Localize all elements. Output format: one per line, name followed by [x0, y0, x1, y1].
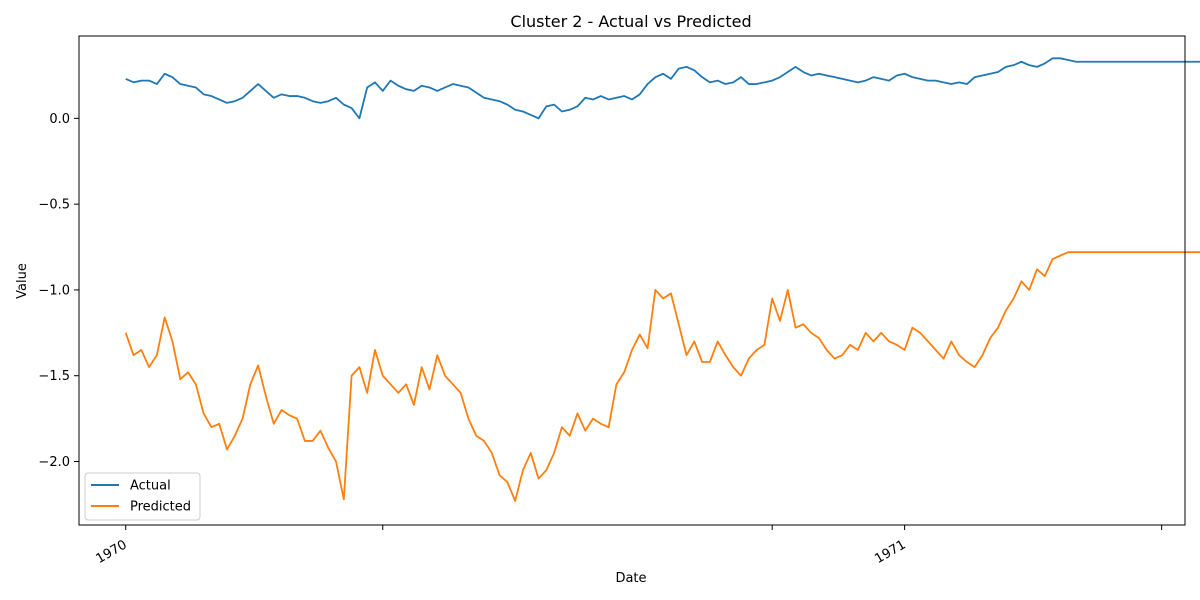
legend-label-predicted: Predicted: [130, 500, 191, 515]
legend-label-actual: Actual: [130, 479, 171, 494]
plot-area: [124, 57, 1200, 502]
y-tick-label: −1.5: [38, 369, 70, 384]
series-line-predicted: [124, 251, 1200, 502]
chart-title: Cluster 2 - Actual vs Predicted: [510, 12, 751, 31]
legend: Actual Predicted: [84, 472, 201, 521]
y-axis: 0.0 −0.5 −1.0 −1.5 −2.0: [38, 112, 79, 470]
y-tick-label: 0.0: [49, 112, 70, 127]
y-tick-label: −2.0: [38, 455, 70, 470]
axes-frame: [78, 35, 1186, 526]
series-line-actual: [125, 57, 1200, 120]
y-tick-label: −1.0: [38, 283, 70, 298]
x-axis-label: Date: [615, 571, 646, 586]
y-tick-label: −0.5: [38, 198, 70, 213]
y-axis-label: Value: [15, 263, 30, 299]
